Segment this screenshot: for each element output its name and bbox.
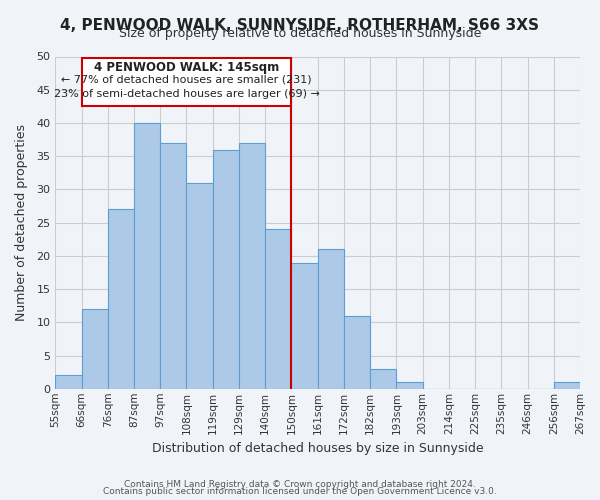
Bar bbox=[317, 249, 344, 389]
Bar bbox=[213, 150, 239, 389]
FancyBboxPatch shape bbox=[82, 58, 292, 106]
Bar bbox=[82, 309, 108, 389]
Bar bbox=[265, 230, 292, 389]
Text: ← 77% of detached houses are smaller (231): ← 77% of detached houses are smaller (23… bbox=[61, 75, 312, 85]
Text: 4, PENWOOD WALK, SUNNYSIDE, ROTHERHAM, S66 3XS: 4, PENWOOD WALK, SUNNYSIDE, ROTHERHAM, S… bbox=[61, 18, 539, 32]
Bar bbox=[187, 183, 213, 389]
Bar bbox=[55, 376, 82, 389]
Text: Size of property relative to detached houses in Sunnyside: Size of property relative to detached ho… bbox=[119, 28, 481, 40]
Bar bbox=[344, 316, 370, 389]
Bar bbox=[134, 123, 160, 389]
Text: Contains HM Land Registry data © Crown copyright and database right 2024.: Contains HM Land Registry data © Crown c… bbox=[124, 480, 476, 489]
X-axis label: Distribution of detached houses by size in Sunnyside: Distribution of detached houses by size … bbox=[152, 442, 484, 455]
Bar bbox=[554, 382, 580, 389]
Text: 23% of semi-detached houses are larger (69) →: 23% of semi-detached houses are larger (… bbox=[53, 88, 319, 99]
Bar bbox=[108, 210, 134, 389]
Text: Contains public sector information licensed under the Open Government Licence v3: Contains public sector information licen… bbox=[103, 487, 497, 496]
Bar bbox=[370, 369, 397, 389]
Bar bbox=[397, 382, 422, 389]
Bar bbox=[160, 143, 187, 389]
Bar bbox=[292, 262, 317, 389]
Y-axis label: Number of detached properties: Number of detached properties bbox=[15, 124, 28, 321]
Text: 4 PENWOOD WALK: 145sqm: 4 PENWOOD WALK: 145sqm bbox=[94, 60, 279, 74]
Bar bbox=[239, 143, 265, 389]
